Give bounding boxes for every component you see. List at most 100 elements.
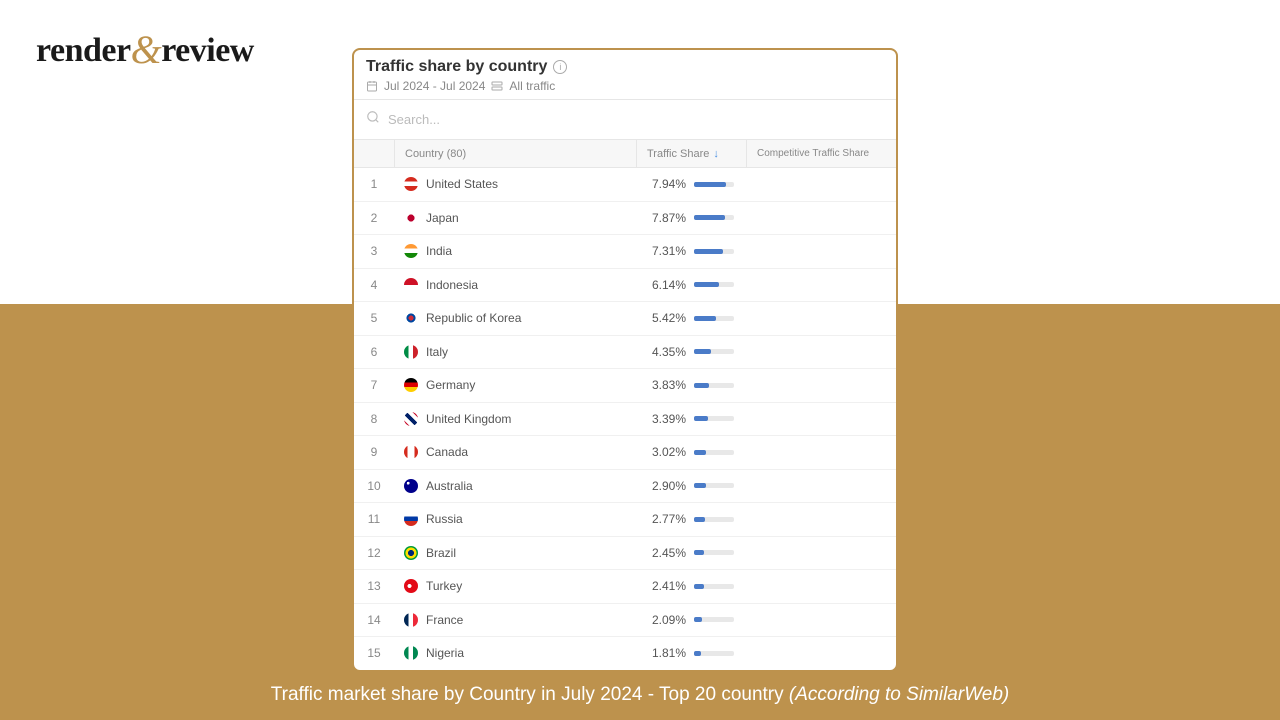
search-icon bbox=[366, 110, 380, 129]
share-value: 2.90% bbox=[646, 479, 686, 493]
row-rank: 13 bbox=[354, 579, 394, 593]
share-bar-fill bbox=[694, 617, 702, 622]
share-value: 1.81% bbox=[646, 646, 686, 660]
table-row[interactable]: 10Australia2.90% bbox=[354, 470, 896, 504]
share-value: 3.02% bbox=[646, 445, 686, 459]
share-bar-fill bbox=[694, 584, 704, 589]
flag-icon bbox=[404, 378, 418, 392]
row-country: India bbox=[394, 244, 636, 258]
brand-part2: review bbox=[161, 32, 254, 69]
col-country-header[interactable]: Country (80) bbox=[394, 140, 636, 167]
country-name: United Kingdom bbox=[426, 412, 511, 426]
table-row[interactable]: 8 United Kingdom 3.39% bbox=[354, 403, 896, 437]
traffic-filter: All traffic bbox=[509, 79, 555, 93]
flag-icon bbox=[404, 345, 418, 359]
row-share: 7.31% bbox=[636, 244, 746, 258]
table-row[interactable]: 15Nigeria 1.81% bbox=[354, 637, 896, 670]
table-row[interactable]: 11Russia2.77% bbox=[354, 503, 896, 537]
share-bar-fill bbox=[694, 483, 706, 488]
row-share: 5.42% bbox=[636, 311, 746, 325]
share-bar-track bbox=[694, 383, 734, 388]
share-value: 7.87% bbox=[646, 211, 686, 225]
table-row[interactable]: 2Japan7.87% bbox=[354, 202, 896, 236]
table-row[interactable]: 9 Canada 3.02% bbox=[354, 436, 896, 470]
row-country: United States bbox=[394, 177, 636, 191]
row-rank: 2 bbox=[354, 211, 394, 225]
share-bar-fill bbox=[694, 383, 709, 388]
share-bar-track bbox=[694, 617, 734, 622]
country-name: Germany bbox=[426, 378, 475, 392]
table-row[interactable]: 3India7.31% bbox=[354, 235, 896, 269]
row-country: Nigeria bbox=[394, 646, 636, 660]
table-row[interactable]: 7 Germany 3.83% bbox=[354, 369, 896, 403]
country-name: Canada bbox=[426, 445, 468, 459]
panel-title: Traffic share by country bbox=[366, 58, 547, 76]
row-share: 2.90% bbox=[636, 479, 746, 493]
share-bar-track bbox=[694, 517, 734, 522]
flag-icon bbox=[404, 479, 418, 493]
share-bar-fill bbox=[694, 416, 708, 421]
col-share-header[interactable]: Traffic Share ↓ bbox=[636, 140, 746, 167]
row-share: 3.83% bbox=[636, 378, 746, 392]
country-name: Italy bbox=[426, 345, 448, 359]
row-rank: 7 bbox=[354, 378, 394, 392]
row-share: 2.09% bbox=[636, 613, 746, 627]
share-value: 2.45% bbox=[646, 546, 686, 560]
share-value: 3.39% bbox=[646, 412, 686, 426]
row-rank: 5 bbox=[354, 311, 394, 325]
share-value: 2.41% bbox=[646, 579, 686, 593]
table-body: 1United States7.94%2Japan7.87%3India7.31… bbox=[354, 168, 896, 670]
row-rank: 9 bbox=[354, 445, 394, 459]
share-bar-track bbox=[694, 282, 734, 287]
caption: Traffic market share by Country in July … bbox=[0, 684, 1280, 706]
row-rank: 1 bbox=[354, 177, 394, 191]
flag-icon bbox=[404, 177, 418, 191]
col-competitive-header[interactable]: Competitive Traffic Share bbox=[746, 140, 896, 167]
row-rank: 3 bbox=[354, 244, 394, 258]
country-name: United States bbox=[426, 177, 498, 191]
row-share: 6.14% bbox=[636, 278, 746, 292]
share-bar-fill bbox=[694, 450, 706, 455]
table-row[interactable]: 12Brazil2.45% bbox=[354, 537, 896, 571]
search-input[interactable] bbox=[388, 112, 884, 127]
country-name: Russia bbox=[426, 512, 463, 526]
flag-icon bbox=[404, 311, 418, 325]
share-bar-track bbox=[694, 416, 734, 421]
row-rank: 8 bbox=[354, 412, 394, 426]
row-rank: 15 bbox=[354, 646, 394, 660]
table-row[interactable]: 13Turkey2.41% bbox=[354, 570, 896, 604]
brand-logo: render&review bbox=[36, 24, 254, 71]
row-country: Republic of Korea bbox=[394, 311, 636, 325]
share-value: 5.42% bbox=[646, 311, 686, 325]
row-share: 1.81% bbox=[636, 646, 746, 660]
table-row[interactable]: 14France2.09% bbox=[354, 604, 896, 638]
share-bar-fill bbox=[694, 182, 726, 187]
row-share: 2.45% bbox=[636, 546, 746, 560]
share-bar-track bbox=[694, 249, 734, 254]
country-name: Australia bbox=[426, 479, 473, 493]
row-share: 2.77% bbox=[636, 512, 746, 526]
row-country: Brazil bbox=[394, 546, 636, 560]
row-country: United Kingdom bbox=[394, 412, 636, 426]
date-range: Jul 2024 - Jul 2024 bbox=[384, 79, 485, 93]
filter-icon bbox=[491, 80, 503, 92]
share-value: 6.14% bbox=[646, 278, 686, 292]
row-rank: 4 bbox=[354, 278, 394, 292]
share-value: 2.77% bbox=[646, 512, 686, 526]
share-bar-fill bbox=[694, 316, 716, 321]
brand-ampersand: & bbox=[131, 27, 162, 72]
table-header: Country (80) Traffic Share ↓ Competitive… bbox=[354, 140, 896, 168]
share-bar-fill bbox=[694, 349, 711, 354]
table-row[interactable]: 1United States7.94% bbox=[354, 168, 896, 202]
flag-icon bbox=[404, 412, 418, 426]
info-icon[interactable]: i bbox=[553, 60, 567, 74]
country-name: Brazil bbox=[426, 546, 456, 560]
share-bar-fill bbox=[694, 249, 723, 254]
table-row[interactable]: 6Italy4.35% bbox=[354, 336, 896, 370]
table-row[interactable]: 5 Republic of Korea 5.42% bbox=[354, 302, 896, 336]
share-bar-fill bbox=[694, 517, 705, 522]
table-row[interactable]: 4Indonesia6.14% bbox=[354, 269, 896, 303]
flag-icon bbox=[404, 211, 418, 225]
row-country: Russia bbox=[394, 512, 636, 526]
country-name: Republic of Korea bbox=[426, 311, 521, 325]
